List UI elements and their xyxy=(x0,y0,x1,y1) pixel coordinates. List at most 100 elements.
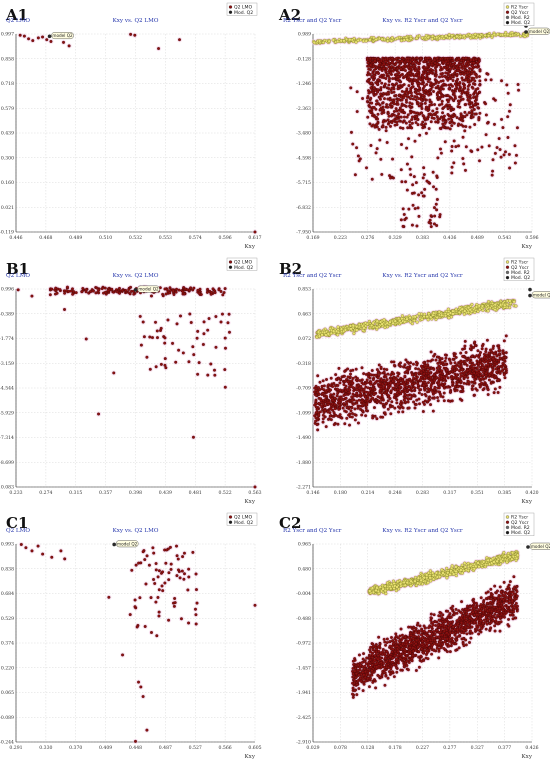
x-tick-label: 0.169 xyxy=(306,235,319,241)
q2-point xyxy=(127,287,131,291)
q2-point xyxy=(416,70,420,74)
q2-point xyxy=(433,103,437,107)
q2-point xyxy=(404,180,408,184)
q2-point xyxy=(402,103,406,107)
q2-point xyxy=(464,78,468,82)
r2-point xyxy=(339,39,343,43)
q2-point xyxy=(435,208,439,212)
q2-point xyxy=(428,59,432,63)
q2-point xyxy=(432,89,436,93)
r2-point xyxy=(372,36,376,40)
q2-point xyxy=(219,289,223,293)
q2-point xyxy=(410,223,414,227)
q2-point xyxy=(370,177,374,181)
q2-point xyxy=(446,100,450,104)
q2-point xyxy=(447,76,451,80)
x-tick-label: 0.574 xyxy=(189,235,202,241)
q2-point xyxy=(405,115,409,119)
r2-point xyxy=(447,33,451,37)
q2-point xyxy=(426,56,430,60)
q2-point xyxy=(423,60,427,64)
r2-point xyxy=(473,32,477,37)
y-tick-label: 0.300 xyxy=(1,155,14,161)
y-axis-label: Q2 LMO xyxy=(6,18,30,24)
q2-point xyxy=(428,218,432,222)
q2-point xyxy=(439,87,443,91)
q2-point xyxy=(429,214,433,218)
y-tick-label: -8.699 xyxy=(0,460,14,466)
legend-box xyxy=(226,2,258,16)
q2-point xyxy=(405,162,409,166)
q2-point xyxy=(368,122,372,126)
q2-point xyxy=(163,341,167,345)
q2-point xyxy=(400,142,404,146)
q2-point xyxy=(427,62,431,66)
model-q2-marker xyxy=(133,288,138,292)
x-tick-label: 0.180 xyxy=(334,490,347,496)
q2-point xyxy=(478,69,482,73)
x-tick-label: 0.214 xyxy=(361,490,374,496)
q2-point xyxy=(469,105,473,109)
r2-point xyxy=(440,34,445,39)
q2-point xyxy=(356,154,360,158)
q2-point xyxy=(377,60,381,64)
q2-point xyxy=(202,332,206,336)
q2-point xyxy=(457,63,461,67)
q2-point xyxy=(399,67,403,71)
model-q2-label-text: model Q2 xyxy=(138,287,159,292)
r2-point xyxy=(444,34,448,38)
q2-point xyxy=(493,151,497,155)
q2-point xyxy=(177,348,181,352)
legend-swatch xyxy=(228,5,233,9)
q2-point xyxy=(438,126,442,130)
q2-point xyxy=(443,121,447,125)
q2-point xyxy=(457,144,461,148)
q2-point xyxy=(179,314,183,318)
q2-point xyxy=(464,145,468,149)
q2-point xyxy=(227,330,231,334)
q2-point xyxy=(471,86,475,90)
q2-point xyxy=(22,34,26,38)
x-tick-label: 0.596 xyxy=(219,235,232,241)
q2-point xyxy=(389,71,393,75)
q2-point xyxy=(503,150,507,154)
q2-point xyxy=(442,82,446,86)
q2-point xyxy=(376,112,380,116)
q2-point xyxy=(71,292,75,296)
x-axis-label: Kxy xyxy=(522,499,533,505)
q2-point xyxy=(435,92,439,96)
q2-point xyxy=(67,44,71,48)
q2-point xyxy=(436,84,440,88)
r2-point xyxy=(336,39,340,44)
q2-point xyxy=(415,117,419,121)
q2-point xyxy=(410,126,414,130)
q2-point xyxy=(451,115,455,119)
legend-entry: Mod. Q2 xyxy=(234,10,253,16)
x-tick-label: 0.522 xyxy=(219,490,232,496)
q2-point xyxy=(423,187,427,191)
q2-point xyxy=(385,57,389,61)
r2-point xyxy=(386,39,390,43)
q2-point xyxy=(502,153,506,157)
q2-point xyxy=(491,158,495,162)
q2-point xyxy=(450,118,454,122)
q2-point xyxy=(411,203,415,207)
q2-point xyxy=(422,90,426,94)
q2-point xyxy=(472,76,476,80)
legend-entry: Mod. Q2 xyxy=(234,265,253,271)
q2-point xyxy=(425,91,429,95)
q2-point xyxy=(374,123,378,127)
q2-point xyxy=(468,125,472,129)
q2-point xyxy=(421,114,425,118)
q2-point xyxy=(454,145,458,149)
q2-point xyxy=(473,72,477,76)
q2-point xyxy=(444,56,448,60)
q2-point xyxy=(378,107,382,111)
q2-point xyxy=(380,111,384,115)
q2-point xyxy=(458,87,462,91)
q2-point xyxy=(478,111,482,115)
q2-point xyxy=(389,176,393,180)
y-tick-label: 0.718 xyxy=(1,81,14,87)
q2-point xyxy=(440,74,444,78)
